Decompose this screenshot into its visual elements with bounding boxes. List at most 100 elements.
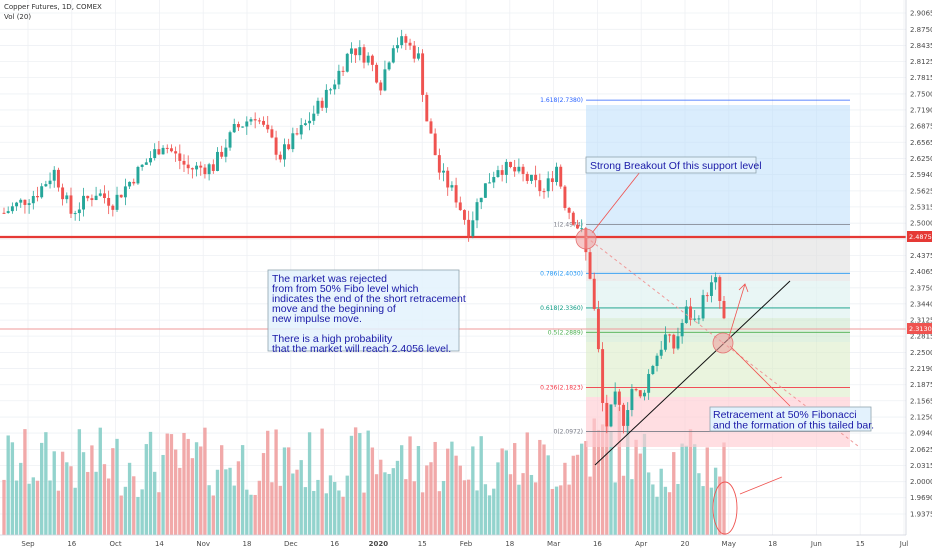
volume-bar — [190, 458, 195, 535]
support-price-tag: 2.4875 — [907, 231, 932, 242]
candle — [509, 161, 512, 169]
time-tick-label: 18 — [768, 540, 777, 548]
volume-bar — [605, 425, 609, 535]
volume-bar — [90, 445, 94, 535]
candle — [140, 164, 144, 171]
time-tick-label: Oct — [110, 540, 122, 548]
volume-bar — [709, 487, 714, 535]
candle — [379, 80, 383, 96]
trend-line[interactable] — [594, 280, 791, 466]
candle — [370, 54, 374, 72]
candle — [525, 171, 529, 184]
candle — [425, 92, 429, 122]
candle — [366, 52, 370, 66]
volume-bar — [27, 483, 31, 535]
candle — [630, 384, 634, 417]
candle — [408, 38, 412, 50]
candle — [504, 159, 508, 184]
time-tick-label: 20 — [681, 540, 690, 548]
candle — [643, 389, 646, 401]
volume-highlight-ellipse — [712, 481, 738, 535]
price-tick-label: 2.6565 — [910, 139, 932, 147]
volume-bar — [199, 446, 203, 535]
candle — [718, 275, 722, 309]
candle — [69, 187, 73, 218]
support-price-tag-text: 2.4875 — [909, 233, 932, 241]
candle — [278, 151, 282, 163]
candle — [354, 48, 358, 63]
candle — [613, 382, 617, 407]
volume-bar — [705, 447, 709, 535]
volume-bar — [651, 484, 655, 535]
candle — [626, 402, 630, 434]
volume-bar — [446, 448, 450, 535]
volume-bar — [542, 444, 546, 535]
time-axis[interactable]: Sep 16 Oct 14 Nov 18 Dec 16 2020 15 Feb 18 Mar 16 Apr 2… — [21, 540, 908, 548]
volume-bar — [433, 441, 437, 535]
volume-bar — [580, 443, 584, 535]
breakout-note[interactable]: Strong Breakout Of this support level — [585, 156, 762, 174]
candle — [655, 353, 659, 372]
candle — [249, 117, 253, 126]
volume-bar — [667, 492, 672, 535]
candle — [651, 364, 655, 376]
volume-bar — [291, 473, 295, 535]
breakout-circle — [575, 228, 597, 250]
volume-bar — [132, 476, 136, 535]
breakout-note-text: Strong Breakout Of this support level — [590, 160, 762, 172]
volume-bar — [136, 496, 140, 535]
annotation-arrows — [591, 171, 791, 495]
candle — [77, 202, 81, 222]
price-axis[interactable]: 2.9065 2.8750 2.8435 2.8125 2.7815 2.7500 2.71… — [910, 10, 932, 519]
price-tick-label: 2.0000 — [910, 478, 932, 486]
fib-level-label: 0.618(2.3360) — [540, 305, 583, 312]
candle — [308, 112, 312, 131]
fib-level-label: 0(2.0972) — [554, 428, 584, 435]
price-tick-label: 2.2190 — [910, 365, 932, 373]
volume-bar — [425, 465, 429, 535]
volume-bar — [642, 433, 647, 535]
volume-bar — [266, 430, 270, 535]
volume-bar — [504, 450, 508, 535]
volume-bar — [391, 468, 395, 535]
candle — [513, 159, 517, 177]
candle — [182, 154, 186, 172]
volume-bar — [379, 459, 383, 535]
volume-bar — [617, 407, 622, 535]
projection-dashed-2 — [721, 341, 859, 447]
volume-bar — [86, 471, 90, 535]
volume-bar — [157, 492, 161, 535]
candle — [15, 201, 19, 211]
volume-bar — [65, 462, 69, 535]
volume-bar — [412, 481, 416, 535]
candle — [115, 186, 119, 213]
candle — [592, 272, 596, 311]
volume-bar — [517, 484, 521, 535]
candle — [550, 171, 554, 192]
price-tick-label: 2.0315 — [910, 462, 932, 470]
candle — [349, 42, 353, 63]
candle — [52, 166, 56, 188]
candle — [228, 130, 232, 151]
time-tick-label: Jun — [810, 540, 822, 548]
analysis-note[interactable]: The market was rejected from from 50% Fib… — [267, 269, 466, 355]
candle — [609, 404, 613, 428]
candle — [291, 127, 295, 153]
retracement-note[interactable]: Retracement at 50% Fibonacci and the form… — [709, 406, 874, 432]
candle — [467, 210, 471, 242]
volume-bar — [349, 435, 354, 535]
candle — [701, 289, 705, 322]
volume-bar — [366, 430, 370, 535]
volume-bar — [554, 486, 559, 535]
candle — [571, 211, 575, 226]
volume-bar — [688, 429, 693, 535]
volume-bar — [106, 478, 111, 535]
candle — [680, 319, 684, 344]
volume-bar — [462, 480, 467, 535]
volume-bar — [312, 490, 316, 535]
candle — [274, 130, 278, 161]
volume-bar — [395, 460, 400, 535]
volume-bar — [563, 462, 567, 535]
candle — [56, 167, 60, 192]
